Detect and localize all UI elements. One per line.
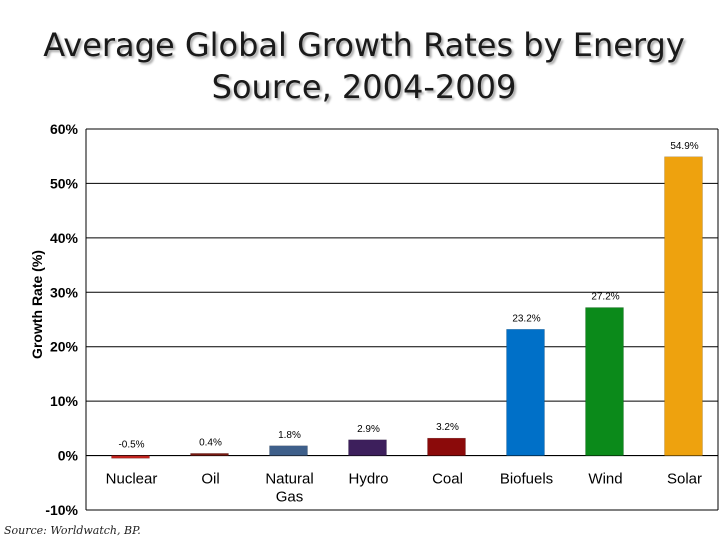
bar <box>269 445 308 456</box>
x-tick-label: Nuclear <box>106 471 158 488</box>
y-tick-label: 20% <box>50 339 79 355</box>
bar <box>190 453 229 456</box>
source-note: Source: Worldwatch, BP. <box>4 524 141 537</box>
data-label: 54.9% <box>670 141 698 152</box>
x-tick-label: Oil <box>201 471 219 488</box>
x-tick-label: Hydro <box>348 471 388 488</box>
y-axis-label: Growth Rate (%) <box>29 250 45 359</box>
data-label: 1.8% <box>278 430 301 441</box>
y-tick-label: 60% <box>50 121 79 137</box>
bar <box>111 455 150 459</box>
y-tick-label: 40% <box>50 230 79 246</box>
data-label: 27.2% <box>591 292 619 303</box>
y-tick-label: 10% <box>50 393 79 409</box>
x-tick-label: Solar <box>667 471 702 488</box>
x-tick-label: Wind <box>588 471 622 488</box>
chart-title: Average Global Growth Rates by Energy So… <box>0 24 728 108</box>
x-tick-label: Natural <box>265 471 313 488</box>
x-tick-label: Coal <box>432 471 463 488</box>
data-label: -0.5% <box>118 440 144 451</box>
bar <box>427 437 466 456</box>
data-label: 0.4% <box>199 437 222 448</box>
bar <box>664 156 703 456</box>
x-tick-label: Gas <box>276 489 304 506</box>
y-tick-label: -10% <box>45 502 78 518</box>
data-label: 2.9% <box>357 424 380 435</box>
chart-title-line-2: Source, 2004-2009 <box>211 68 517 106</box>
y-tick-label: 50% <box>50 175 79 191</box>
bar <box>348 439 387 456</box>
bar <box>506 329 545 456</box>
x-tick-label: Biofuels <box>500 471 553 488</box>
bar <box>585 307 624 456</box>
chart-title-line-1: Average Global Growth Rates by Energy <box>43 26 685 64</box>
data-label: 3.2% <box>436 422 459 433</box>
y-tick-label: 30% <box>50 284 79 300</box>
data-label: 23.2% <box>512 313 540 324</box>
y-tick-label: 0% <box>58 448 79 464</box>
